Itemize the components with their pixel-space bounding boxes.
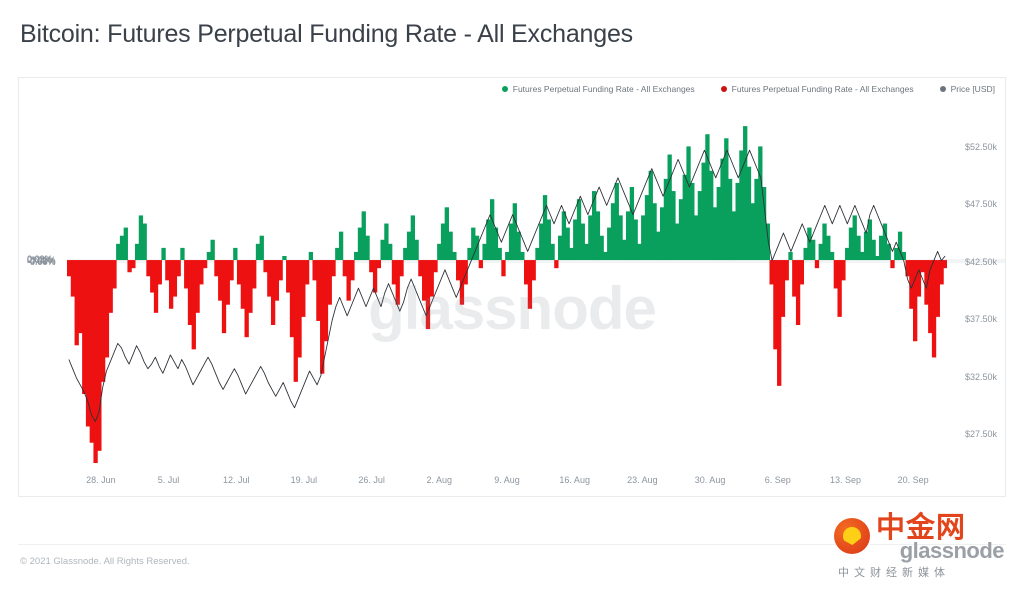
funding-rate-bars: [67, 126, 947, 463]
gridline: [67, 262, 1005, 264]
y-axis-tick-left: -0.03%: [27, 256, 56, 267]
y-axis-tick-right: $42.50k: [964, 256, 997, 267]
y-axis-tick-left: -0.01%: [27, 255, 56, 266]
plot-area[interactable]: [67, 118, 947, 463]
x-axis-tick: 5. Jul: [157, 475, 180, 485]
y-axis-tick-left: -0.05%: [27, 257, 56, 268]
x-axis-tick: 19. Jul: [290, 475, 318, 485]
legend-dot-green: [501, 86, 508, 92]
x-axis-tick: 16. Aug: [559, 475, 590, 485]
y-axis-tick-right: $32.50k: [964, 371, 997, 382]
y-axis-tick-right: $47.50k: [964, 199, 997, 210]
zhongjinwang-logo-subtitle: 中文财经新媒体: [838, 567, 950, 579]
legend-label-funding-negative: Futures Perpetual Funding Rate - All Exc…: [731, 84, 914, 94]
x-axis-tick: 13. Sep: [829, 475, 861, 485]
legend-item-funding-negative[interactable]: Futures Perpetual Funding Rate - All Exc…: [720, 84, 914, 94]
y-axis-tick-right: $27.50k: [964, 429, 997, 440]
y-axis-tick-left: 0%: [27, 255, 41, 266]
y-axis-tick-right: $37.50k: [964, 314, 997, 325]
x-axis-tick: 9. Aug: [494, 475, 520, 485]
x-axis-tick: 6. Sep: [764, 475, 791, 485]
chart-svg: [67, 126, 947, 463]
chart-card: Futures Perpetual Funding Rate - All Exc…: [18, 77, 1006, 497]
legend-item-funding-positive[interactable]: Futures Perpetual Funding Rate - All Exc…: [501, 84, 695, 94]
glassnode-logo: glassnode: [899, 538, 1005, 563]
legend-label-funding-positive: Futures Perpetual Funding Rate - All Exc…: [512, 84, 695, 94]
logo-stack: glassnode 中金网 中文财经新媒体: [830, 512, 1010, 582]
footer-copyright: © 2021 Glassnode. All Rights Reserved.: [20, 556, 190, 567]
x-axis-tick: 12. Jul: [222, 475, 250, 485]
chart-legend: Futures Perpetual Funding Rate - All Exc…: [19, 84, 1005, 94]
legend-label-price: Price [USD]: [950, 84, 995, 94]
legend-dot-red: [720, 86, 727, 92]
y-axis-tick-left: 0.02%: [27, 254, 53, 265]
page-title: Bitcoin: Futures Perpetual Funding Rate …: [20, 20, 633, 48]
x-axis-tick: 28. Jun: [86, 475, 116, 485]
x-axis-tick: 23. Aug: [627, 475, 658, 485]
y-axis-tick-left: -0.02%: [27, 255, 56, 266]
footer-divider: [18, 544, 1006, 545]
y-axis-tick-right: $52.50k: [964, 141, 997, 152]
y-axis-tick-left: 0.03%: [27, 253, 53, 264]
x-axis-tick: 26. Jul: [358, 475, 385, 485]
x-axis-tick: 30. Aug: [694, 475, 726, 485]
x-axis-tick: 2. Aug: [426, 475, 453, 485]
x-axis-tick: 20. Sep: [897, 475, 929, 485]
y-axis-tick-left: -0.04%: [27, 256, 56, 267]
y-axis-tick-left: 0.01%: [27, 254, 53, 265]
zhongjinwang-logo-title: 中金网: [876, 512, 967, 544]
price-line: [68, 149, 946, 423]
zhongjinwang-badge-icon: [834, 518, 870, 554]
legend-item-price[interactable]: Price [USD]: [939, 84, 995, 94]
legend-dot-gray: [939, 86, 946, 92]
